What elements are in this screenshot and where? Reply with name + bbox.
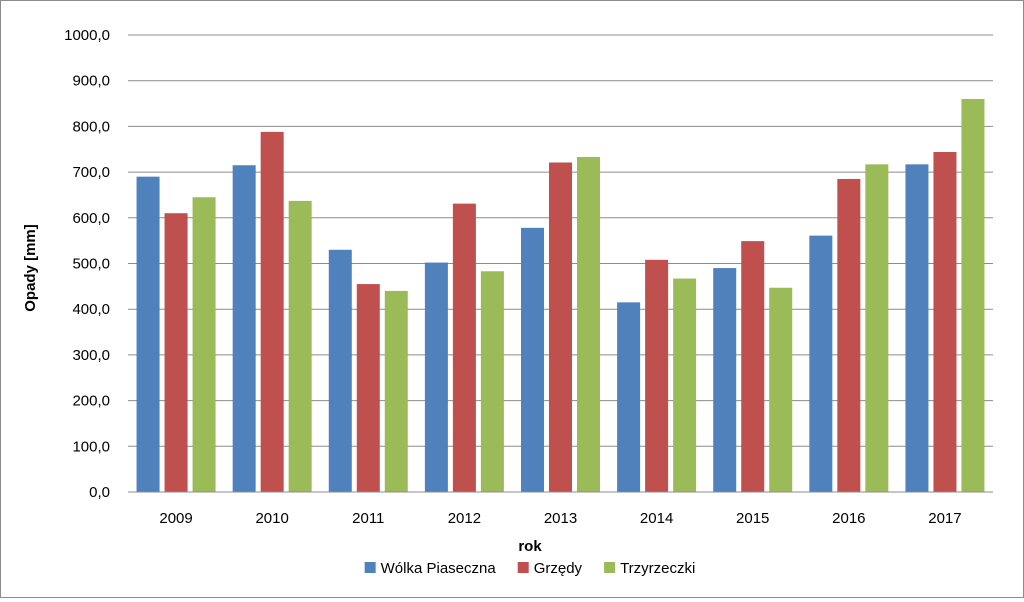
x-tick-label: 2013 — [544, 510, 577, 527]
legend-item: Trzyrzeczki — [604, 560, 695, 577]
legend-item: Wólka Piaseczna — [364, 560, 497, 577]
bar — [384, 290, 408, 492]
y-tick-label: 600,0 — [72, 210, 110, 227]
bar — [136, 176, 160, 493]
y-tick-label: 0,0 — [89, 484, 110, 501]
x-tick-label: 2015 — [736, 510, 769, 527]
bar — [288, 200, 312, 493]
x-tick-label: 2017 — [928, 510, 961, 527]
bar — [232, 165, 256, 492]
x-axis-tick-labels: 2009 2010 2011 2012 2013 2014 2015 2016 2017 — [159, 510, 961, 527]
bar — [673, 278, 697, 492]
bar — [769, 287, 793, 492]
bar — [809, 235, 833, 493]
x-tick-label: 2011 — [352, 510, 384, 527]
bar — [865, 164, 889, 492]
y-tick-label: 900,0 — [72, 73, 110, 90]
legend-swatch — [517, 562, 529, 573]
bar — [480, 271, 504, 492]
x-tick-label: 2009 — [159, 510, 192, 527]
bar — [933, 151, 957, 492]
y-tick-label: 700,0 — [72, 164, 110, 181]
y-tick-label: 100,0 — [72, 438, 110, 455]
bar — [260, 131, 284, 492]
y-axis-tick-labels: 0,0 100,0 200,0 300,0 400,0 500,0 600,0 700,0 80… — [64, 27, 110, 501]
y-tick-label: 1000,0 — [64, 27, 110, 44]
bar — [328, 249, 352, 492]
bar — [617, 302, 641, 492]
legend-item: Grzędy — [517, 560, 583, 577]
bar — [424, 262, 448, 492]
legend-swatch — [364, 562, 376, 573]
y-tick-label: 500,0 — [72, 256, 110, 273]
x-tick-label: 2012 — [448, 510, 481, 527]
y-tick-label: 800,0 — [72, 118, 110, 135]
bar — [713, 268, 737, 492]
legend-label: Grzędy — [534, 560, 583, 577]
legend-swatch — [604, 562, 616, 573]
x-tick-label: 2010 — [255, 510, 288, 527]
bar — [741, 241, 765, 492]
y-tick-label: 300,0 — [72, 347, 110, 364]
y-tick-label: 200,0 — [72, 393, 110, 410]
bars — [136, 98, 985, 493]
bar — [356, 284, 380, 492]
bar — [164, 213, 188, 493]
bar — [452, 203, 476, 492]
bar — [645, 259, 669, 492]
legend: Wólka Piaseczna Grzędy Trzyrzeczki — [364, 560, 695, 577]
x-tick-label: 2014 — [640, 510, 673, 527]
bar — [961, 98, 985, 492]
y-axis-title: Opady [mm] — [22, 224, 39, 312]
bar — [905, 164, 929, 492]
bar — [549, 162, 572, 493]
legend-label: Wólka Piaseczna — [381, 560, 497, 577]
bar — [192, 197, 216, 493]
legend-label: Trzyrzeczki — [620, 560, 695, 577]
bar — [521, 227, 544, 492]
bar — [837, 178, 861, 492]
bar — [577, 157, 600, 493]
y-tick-label: 400,0 — [72, 301, 110, 318]
x-axis-title: rok — [518, 538, 542, 555]
x-tick-label: 2016 — [832, 510, 865, 527]
